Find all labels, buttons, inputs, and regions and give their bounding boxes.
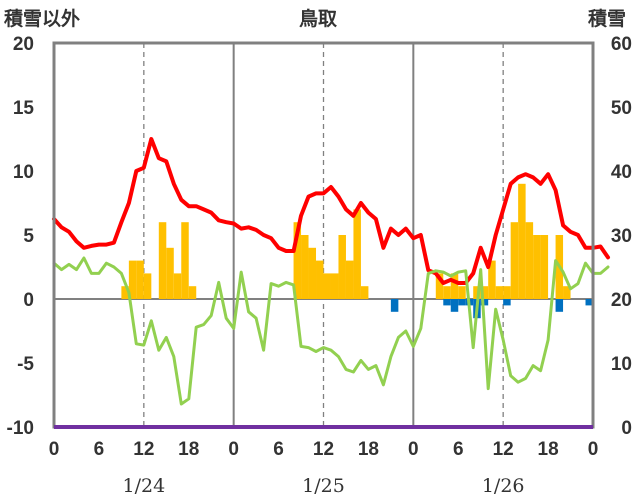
snowfall-bar [166, 247, 174, 299]
right-y-tick-label: 60 [611, 34, 632, 55]
snowfall-bar [495, 286, 504, 299]
date-label: 1/26 [482, 475, 525, 497]
snowfall-bar [188, 286, 197, 299]
left-axis-label: 積雪以外 [4, 7, 80, 30]
snowfall-bar [360, 286, 369, 299]
x-tick-label: 6 [273, 439, 284, 460]
x-tick-label: 18 [178, 439, 199, 460]
snowfall-bar [323, 273, 331, 299]
snowfall-bar [181, 222, 189, 299]
date-label: 1/25 [302, 475, 345, 497]
snowfall-bar [316, 260, 324, 299]
date-label: 1/24 [122, 475, 165, 497]
left-y-tick-label: 5 [23, 226, 34, 247]
left-y-tick-label: 0 [23, 290, 34, 311]
x-tick-label: 12 [493, 439, 514, 460]
snow_decrease-bar [443, 299, 451, 306]
left-y-tick-label: 20 [13, 34, 34, 55]
snowfall-bar [503, 286, 511, 299]
left-y-tick-label: 15 [13, 98, 35, 119]
x-tick-label: 12 [313, 439, 334, 460]
chart-title: 鳥取 [299, 7, 337, 30]
snow_decrease-bar [585, 299, 593, 306]
x-tick-label: 12 [133, 439, 154, 460]
snow_decrease-bar [450, 299, 459, 312]
left-y-tick-label: 10 [13, 162, 34, 183]
snowfall-bar [480, 286, 489, 299]
snowfall-bar [525, 222, 534, 299]
right-y-tick-label: 40 [611, 162, 632, 183]
bar-series [121, 183, 593, 319]
right-y-tick-label: 0 [621, 418, 632, 439]
snowfall-bar [510, 222, 519, 299]
right-y-tick-label: 10 [611, 354, 632, 375]
line-series [52, 137, 610, 406]
snowfall-bar [173, 273, 182, 299]
axis-labels: 積雪以外 鳥取 積雪 [4, 7, 626, 30]
snowfall-bar [518, 183, 526, 299]
plot-frame [52, 41, 595, 429]
x-tick-label: 0 [408, 439, 419, 460]
snow_decrease-bar [390, 299, 399, 312]
left-y-tick-label: -5 [17, 354, 34, 375]
snowfall-bar [435, 273, 444, 299]
x-tick-label: 6 [453, 439, 464, 460]
snowfall-bar [473, 286, 481, 299]
temperature-line [52, 256, 610, 406]
snowfall-bar [443, 286, 451, 299]
snow_depth-line [52, 137, 610, 285]
snow_decrease-bar [555, 299, 564, 312]
snowfall-bar [158, 222, 167, 299]
snowfall-bar [308, 247, 317, 299]
x-tick-label: 0 [588, 439, 599, 460]
snow_decrease-bar [480, 299, 489, 306]
snowfall-bar [338, 235, 346, 299]
snowfall-bar [345, 260, 354, 299]
right-axis-label: 積雪 [588, 7, 626, 30]
snow_decrease-bar [458, 299, 466, 306]
x-tick-label: 18 [538, 439, 559, 460]
snowfall-bar [458, 286, 466, 299]
snowfall-bar [330, 273, 339, 299]
x-tick-label: 0 [228, 439, 239, 460]
snowfall-bar [293, 222, 302, 299]
right-y-tick-label: 50 [611, 98, 632, 119]
x-tick-label: 6 [94, 439, 105, 460]
snowfall-bar [533, 235, 541, 299]
snowfall-bar [488, 260, 496, 299]
snowfall-bar [450, 273, 459, 299]
snowfall-bar [143, 273, 152, 299]
snowfall-bar [353, 209, 361, 299]
x-tick-label: 0 [49, 439, 60, 460]
snowfall-bar [136, 260, 144, 299]
right-y-tick-label: 20 [611, 290, 632, 311]
snow_decrease-bar [503, 299, 511, 306]
x-tick-label: 18 [358, 439, 379, 460]
snowfall-bar [563, 286, 571, 299]
right-y-tick-label: 30 [611, 226, 632, 247]
snowfall-bar [121, 286, 129, 299]
left-y-tick-label: -10 [7, 418, 34, 439]
snowfall-bar [540, 235, 549, 299]
snowfall-bar [301, 235, 309, 299]
snowfall-bar [128, 260, 137, 299]
